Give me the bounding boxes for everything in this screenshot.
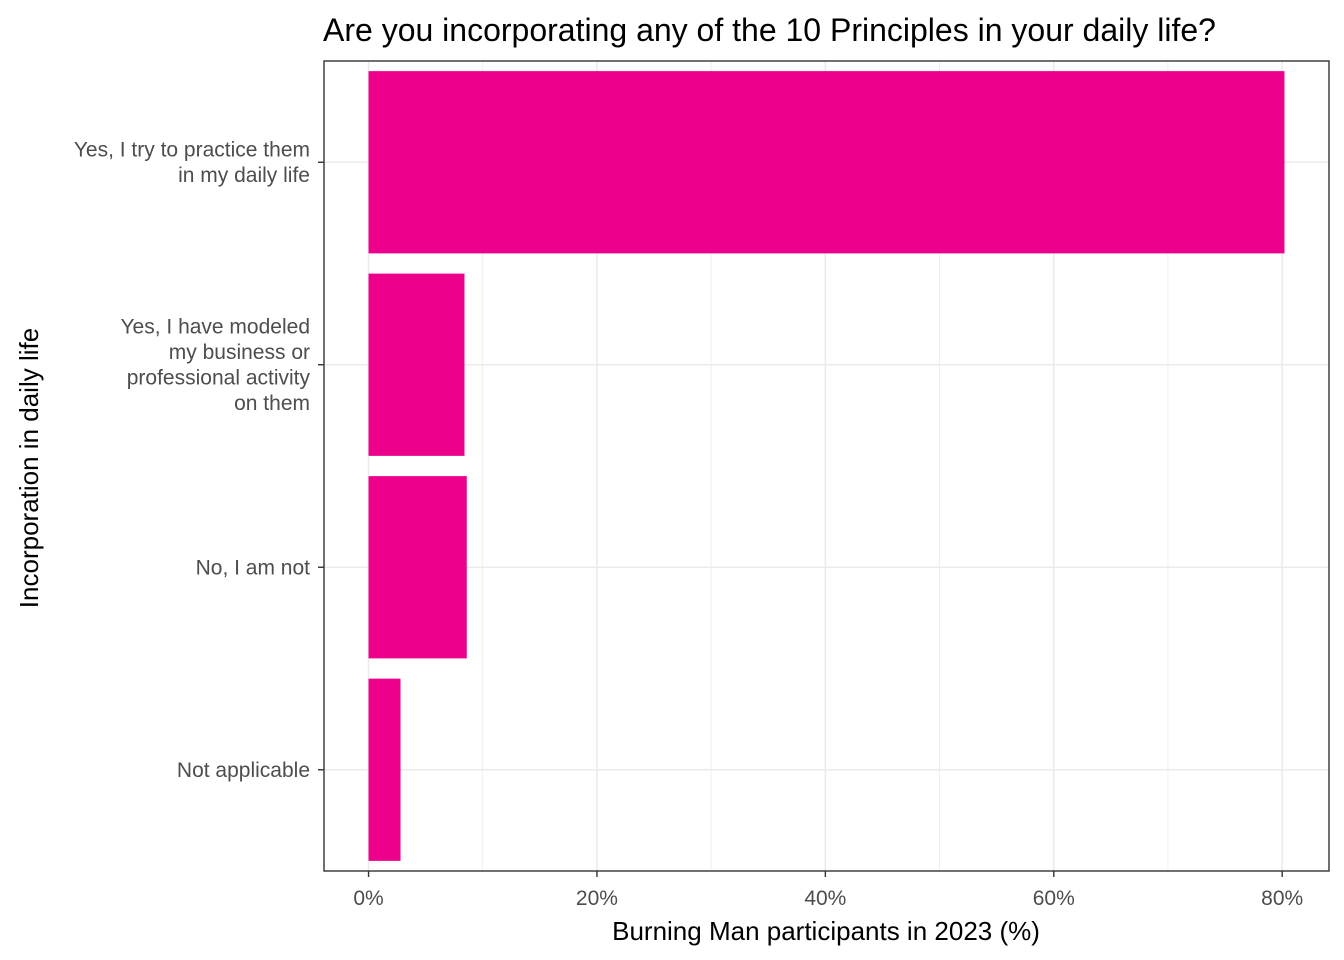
x-axis: 0% 20% 40% 60% 80% [353, 871, 1303, 910]
x-tick-label: 0% [353, 887, 383, 910]
y-tick-label: Not applicable [177, 759, 310, 782]
y-tick-label: Yes, I try to practice them in my daily l… [74, 139, 310, 188]
x-tick-label: 60% [1033, 887, 1075, 910]
bars [368, 71, 1285, 861]
x-axis-title: Burning Man participants in 2023 (%) [612, 916, 1040, 946]
y-tick-label: No, I am not [196, 556, 311, 579]
panel-border [323, 60, 1330, 872]
bar [368, 71, 1285, 254]
bar [368, 476, 467, 659]
x-tick-label: 20% [576, 887, 618, 910]
x-tick-label: 40% [804, 887, 846, 910]
bar [368, 273, 465, 456]
bar [368, 678, 401, 861]
y-tick-label: Yes, I have modeled my business or profess… [120, 316, 310, 416]
chart-title: Are you incorporating any of the 10 Prin… [323, 12, 1216, 48]
y-axis-title: Incorporation in daily life [14, 328, 44, 608]
y-axis: Yes, I try to practice them in my daily l… [74, 139, 324, 782]
x-tick-label: 80% [1261, 887, 1303, 910]
